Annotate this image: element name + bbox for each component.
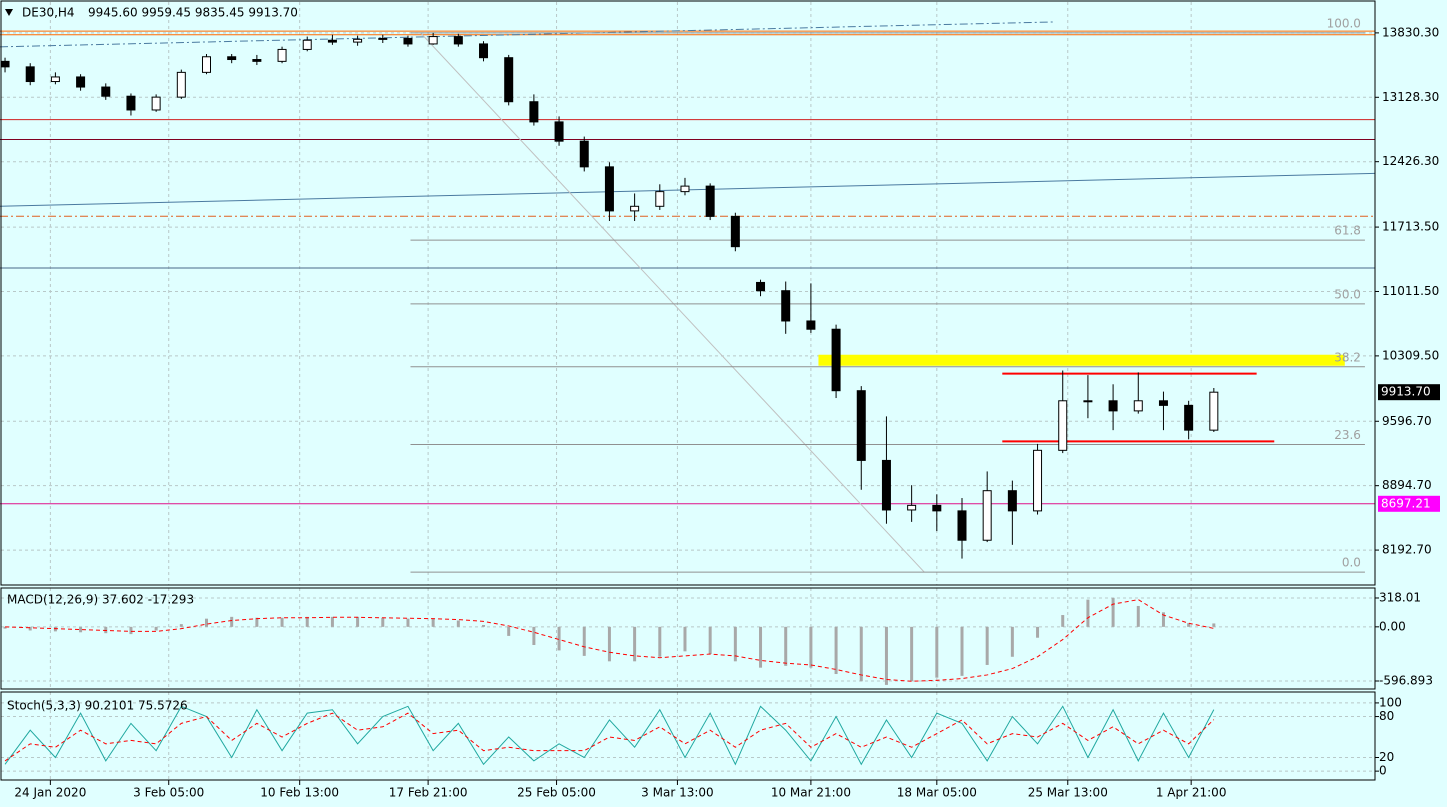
candle-body bbox=[479, 43, 489, 59]
candle-body bbox=[554, 121, 564, 142]
y-tick-label: 12426.30 bbox=[1382, 154, 1439, 168]
candle-body bbox=[277, 48, 287, 62]
candle-body bbox=[756, 281, 766, 292]
candle-body bbox=[1108, 400, 1118, 412]
candle-body bbox=[101, 86, 111, 97]
candle-body bbox=[1083, 400, 1093, 403]
macd-panel-border bbox=[0, 587, 1376, 690]
candle-body bbox=[907, 504, 917, 511]
price-tag bbox=[1378, 384, 1440, 401]
x-tick-label: 25 Feb 05:00 bbox=[517, 786, 596, 800]
fibo-label: 38.2 bbox=[1334, 350, 1361, 364]
candle-body bbox=[529, 101, 539, 123]
candle-body bbox=[227, 56, 237, 61]
x-tick-label: 3 Mar 13:00 bbox=[641, 786, 714, 800]
candle-body bbox=[453, 36, 463, 45]
candle-body bbox=[831, 328, 841, 392]
x-tick-label: 18 Mar 05:00 bbox=[897, 786, 977, 800]
candle-body bbox=[403, 37, 413, 45]
x-tick-label: 10 Mar 21:00 bbox=[771, 786, 851, 800]
x-tick-label: 25 Mar 13:00 bbox=[1028, 786, 1108, 800]
fibo-label: 50.0 bbox=[1334, 287, 1361, 301]
candle-body bbox=[579, 140, 589, 168]
candle-body bbox=[504, 57, 514, 103]
macd-title: MACD(12,26,9) 37.602 -17.293 bbox=[7, 593, 194, 607]
candle-body bbox=[1209, 391, 1219, 431]
trend-line bbox=[420, 32, 925, 573]
fibo-label: 61.8 bbox=[1334, 224, 1361, 238]
candle-body bbox=[353, 38, 363, 43]
candle-body bbox=[604, 166, 614, 212]
x-tick-label: 1 Apr 21:00 bbox=[1156, 786, 1227, 800]
menu-arrow[interactable] bbox=[5, 9, 13, 16]
x-tick-label: 10 Feb 13:00 bbox=[260, 786, 339, 800]
y-tick-label: 8894.70 bbox=[1382, 478, 1432, 492]
candle-body bbox=[151, 96, 161, 111]
x-tick-label: 3 Feb 05:00 bbox=[133, 786, 204, 800]
candle-body bbox=[705, 185, 715, 217]
y-tick-label: 318.01 bbox=[1379, 590, 1421, 604]
candle-body bbox=[932, 504, 942, 512]
candle-body bbox=[428, 36, 438, 45]
y-tick-label: 8192.70 bbox=[1382, 543, 1432, 557]
candle-body bbox=[1058, 400, 1068, 451]
fibo-label: 23.6 bbox=[1334, 428, 1361, 442]
candle-body bbox=[202, 56, 212, 73]
x-tick-label: 17 Feb 21:00 bbox=[389, 786, 468, 800]
y-tick-label: 20 bbox=[1379, 750, 1394, 764]
candle-body bbox=[957, 510, 967, 541]
candle-body bbox=[327, 39, 337, 43]
candle-body bbox=[302, 39, 312, 50]
symbol-title: DE30,H4 bbox=[22, 6, 75, 20]
candle-body bbox=[856, 390, 866, 461]
x-tick-label: 24 Jan 2020 bbox=[14, 786, 86, 800]
candle-body bbox=[0, 60, 10, 68]
y-tick-label: 13128.30 bbox=[1382, 90, 1439, 104]
candle-body bbox=[1007, 490, 1017, 512]
candle-body bbox=[1158, 400, 1168, 406]
price-panel-border bbox=[0, 0, 1376, 586]
y-tick-label: 100 bbox=[1379, 695, 1402, 709]
price-tag-label: 9913.70 bbox=[1381, 385, 1431, 399]
y-tick-label: 0.00 bbox=[1379, 619, 1406, 633]
price-tag bbox=[1378, 495, 1440, 512]
y-tick-label: 11011.50 bbox=[1382, 284, 1439, 298]
y-tick-label: 13830.30 bbox=[1382, 25, 1439, 39]
y-tick-label: -596.893 bbox=[1379, 674, 1433, 688]
price-tag-label: 8697.21 bbox=[1381, 496, 1431, 510]
candle-body bbox=[126, 95, 136, 111]
candle-body bbox=[1033, 449, 1043, 512]
candle-body bbox=[781, 290, 791, 322]
y-tick-label: 10309.50 bbox=[1382, 348, 1439, 362]
candle-body bbox=[25, 66, 35, 83]
fibo-label: 0.0 bbox=[1342, 556, 1361, 570]
candle-body bbox=[50, 76, 60, 83]
candle-body bbox=[806, 320, 816, 330]
ohlc-label: 9945.60 9959.45 9835.45 9913.70 bbox=[88, 6, 298, 20]
signal-line bbox=[5, 599, 1214, 682]
candle-body bbox=[1133, 400, 1143, 412]
candle-body bbox=[76, 76, 86, 88]
candle-body bbox=[881, 459, 891, 511]
candle-body bbox=[378, 37, 388, 40]
candle-body bbox=[252, 59, 262, 62]
stoch-line bbox=[4, 712, 1215, 762]
stoch-panel-border bbox=[0, 691, 1376, 781]
y-tick-label: 80 bbox=[1379, 709, 1394, 723]
candle-body bbox=[655, 191, 665, 207]
fibo-label: 100.0 bbox=[1327, 16, 1361, 30]
candle-body bbox=[982, 490, 992, 541]
candle-body bbox=[680, 185, 690, 193]
candle-body bbox=[176, 71, 186, 98]
y-tick-label: 0 bbox=[1379, 764, 1387, 778]
stoch-title: Stoch(5,3,3) 90.2101 75.5726 bbox=[7, 699, 188, 713]
y-tick-label: 9596.70 bbox=[1382, 414, 1432, 428]
y-tick-label: 11713.50 bbox=[1382, 220, 1439, 234]
zone bbox=[818, 354, 1345, 366]
candle-body bbox=[730, 215, 740, 248]
candle-body bbox=[630, 205, 640, 212]
candle-body bbox=[1184, 404, 1194, 431]
